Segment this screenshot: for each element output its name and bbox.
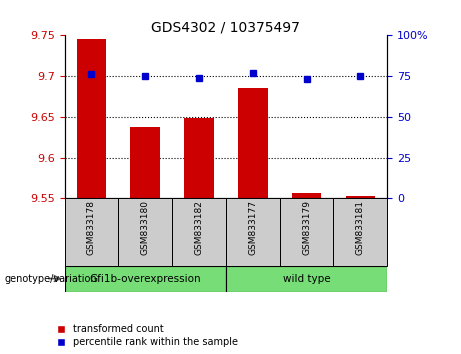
Bar xyxy=(226,266,387,292)
Bar xyxy=(184,119,214,198)
Bar xyxy=(333,198,387,266)
Bar xyxy=(130,127,160,198)
Text: GSM833177: GSM833177 xyxy=(248,200,257,255)
Bar xyxy=(226,198,280,266)
Title: GDS4302 / 10375497: GDS4302 / 10375497 xyxy=(152,20,300,34)
Bar xyxy=(65,266,226,292)
Bar xyxy=(292,193,321,198)
Bar xyxy=(118,198,172,266)
Bar xyxy=(346,196,375,198)
Text: wild type: wild type xyxy=(283,274,331,284)
Text: Gfi1b-overexpression: Gfi1b-overexpression xyxy=(89,274,201,284)
Text: GSM833182: GSM833182 xyxy=(195,200,203,255)
Text: genotype/variation: genotype/variation xyxy=(5,274,97,284)
Bar xyxy=(172,198,226,266)
Text: GSM833179: GSM833179 xyxy=(302,200,311,255)
Bar xyxy=(77,40,106,198)
Text: GSM833181: GSM833181 xyxy=(356,200,365,255)
Legend: transformed count, percentile rank within the sample: transformed count, percentile rank withi… xyxy=(51,325,238,347)
Bar xyxy=(238,88,267,198)
Bar xyxy=(280,198,333,266)
Text: GSM833180: GSM833180 xyxy=(141,200,150,255)
Text: GSM833178: GSM833178 xyxy=(87,200,96,255)
Bar xyxy=(65,198,118,266)
